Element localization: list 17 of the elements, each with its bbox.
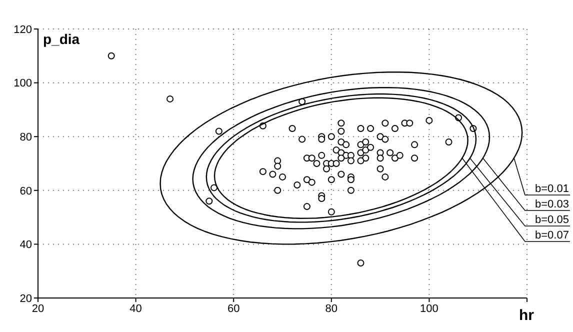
y-tick-label: 60 [20,185,32,198]
y-tick-label: 80 [20,132,32,144]
text: b=0.07 [535,230,569,242]
x-tick-label: 40 [130,302,142,315]
text: b=0.05 [535,214,569,226]
text: b=0.01 [535,183,569,195]
x-tick-label: 20 [32,302,44,315]
y-tick-label: 40 [20,239,32,252]
y-tick-label: 120 [14,24,32,36]
x-tick-label: 100 [420,302,438,315]
y-tick-label: 20 [20,292,32,305]
y-axis-title: p_dia [43,31,80,47]
y-tick-label: 100 [14,78,32,90]
x-tick-label: 60 [227,302,240,315]
text: b=0.03 [535,198,569,210]
x-axis-title: hr [519,307,534,324]
x-tick-label: 80 [325,302,338,315]
